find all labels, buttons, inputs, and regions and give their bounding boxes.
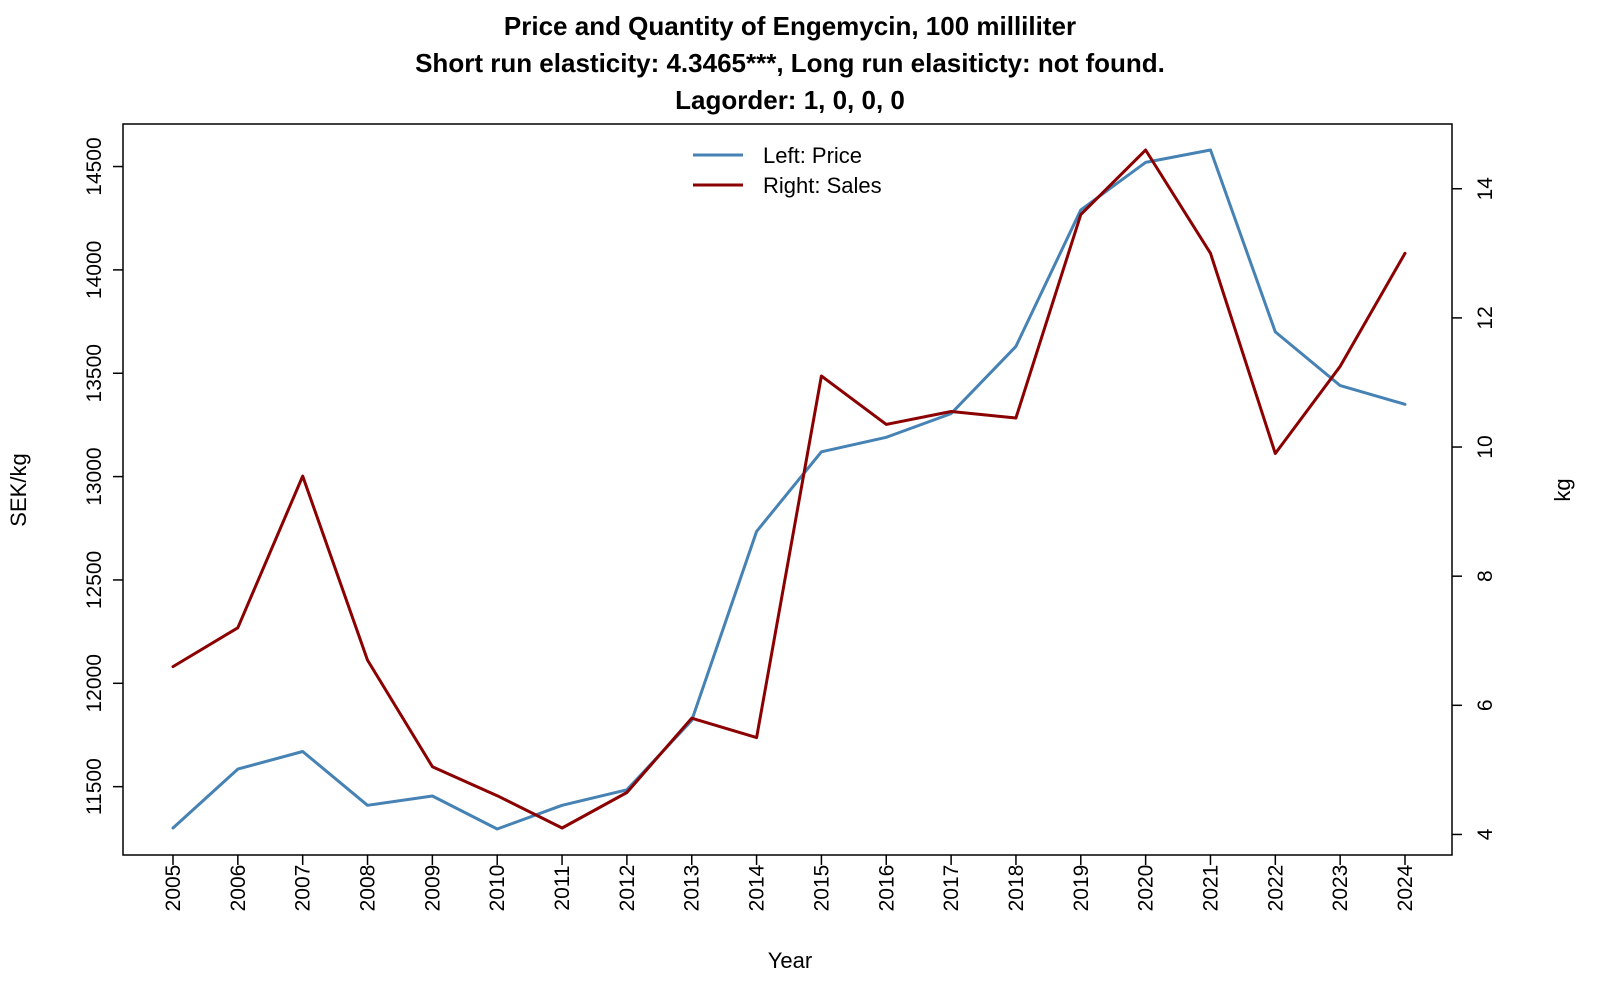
left-tick-label: 13500: [83, 344, 106, 402]
legend-label-sales: Right: Sales: [763, 173, 882, 198]
left-tick-label: 13000: [83, 447, 106, 505]
x-tick-label: 2012: [616, 865, 639, 912]
x-tick-label: 2017: [940, 865, 963, 912]
right-tick-label: 12: [1474, 306, 1497, 329]
x-tick-label: 2020: [1135, 865, 1158, 912]
left-axis: 11500 12000 12500 13000 13500 14000 14500: [83, 137, 123, 815]
x-tick-label: 2006: [227, 865, 250, 912]
x-tick-label: 2019: [1070, 865, 1093, 912]
chart-title-line-2: Short run elasticity: 4.3465***, Long ru…: [415, 48, 1165, 78]
x-tick-label: 2024: [1394, 864, 1417, 911]
legend: Left: Price Right: Sales: [693, 143, 882, 198]
x-tick-label: 2013: [681, 865, 704, 912]
x-tick-label: 2018: [1005, 865, 1028, 912]
x-axis-label: Year: [768, 948, 812, 973]
x-tick-label: 2010: [486, 865, 509, 912]
x-tick-label: 2007: [292, 865, 315, 912]
x-tick-label: 2009: [421, 865, 444, 912]
left-axis-label: SEK/kg: [6, 453, 31, 526]
legend-label-price: Left: Price: [763, 143, 862, 168]
x-tick-label: 2016: [875, 865, 898, 912]
left-tick-label: 12500: [83, 551, 106, 609]
x-tick-label: 2008: [357, 865, 380, 912]
x-tick-label: 2023: [1329, 865, 1352, 912]
plot-frame: [122, 123, 1453, 856]
x-tick-label: 2005: [162, 865, 185, 912]
x-tick-label: 2015: [810, 865, 833, 912]
right-axis: 4 6 8 10 12 14: [1452, 177, 1497, 840]
x-tick-label: 2021: [1199, 865, 1222, 912]
series-line-price: [171, 148, 1407, 831]
right-tick-label: 10: [1474, 435, 1497, 458]
series-layer: [171, 148, 1407, 831]
x-tick-label: 2022: [1264, 865, 1287, 912]
chart-title-line-1: Price and Quantity of Engemycin, 100 mil…: [504, 11, 1076, 41]
left-tick-label: 12000: [83, 654, 106, 712]
right-tick-label: 4: [1474, 828, 1497, 840]
x-tick-label: 2014: [746, 864, 769, 911]
chart-title-line-3: Lagorder: 1, 0, 0, 0: [675, 85, 905, 115]
left-tick-label: 14500: [83, 137, 106, 195]
series-line-sales: [171, 148, 1407, 830]
right-axis-label: kg: [1550, 478, 1575, 501]
left-tick-label: 11500: [83, 758, 106, 815]
x-tick-label: 2011: [551, 865, 574, 910]
left-tick-label: 14000: [83, 241, 106, 299]
right-tick-label: 6: [1474, 699, 1497, 711]
right-tick-label: 8: [1474, 570, 1497, 582]
x-axis: 2005 2006 2007 2008 2009 2010 2011 2012 2013 2014…: [162, 855, 1417, 911]
right-tick-label: 14: [1474, 177, 1497, 201]
